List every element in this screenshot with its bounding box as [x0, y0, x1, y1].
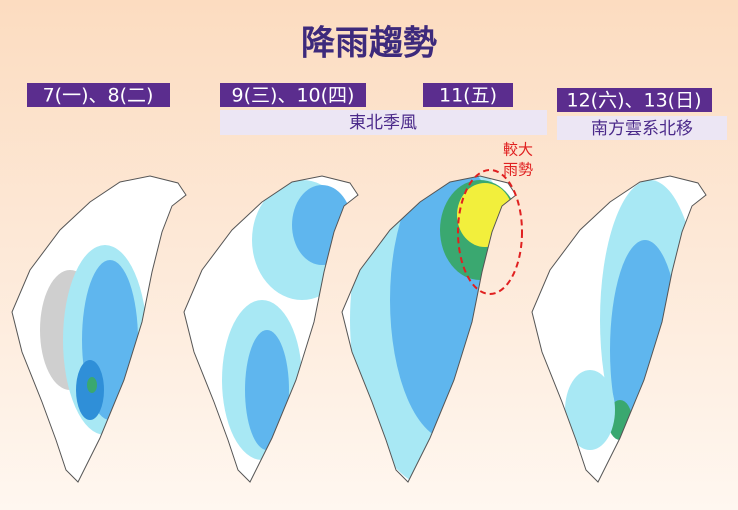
date-label: 9(三)、10(四) [232, 85, 355, 107]
date-box [423, 83, 513, 107]
highlight-ellipse [457, 169, 523, 295]
date-box [220, 83, 366, 107]
date-label: 7(一)、8(二) [43, 85, 154, 107]
annotation: 雨勢 [503, 161, 533, 179]
date-label: 11(五) [439, 85, 497, 107]
date-box [27, 83, 170, 107]
note-label: 東北季風 [349, 113, 417, 133]
date-box [557, 88, 712, 112]
title: 降雨趨勢 [301, 24, 437, 64]
note-label: 南方雲系北移 [591, 119, 693, 139]
note-box [220, 110, 547, 135]
date-label: 12(六)、13(日) [566, 90, 701, 112]
note-box [557, 116, 727, 140]
annotation: 較大 [503, 141, 533, 159]
